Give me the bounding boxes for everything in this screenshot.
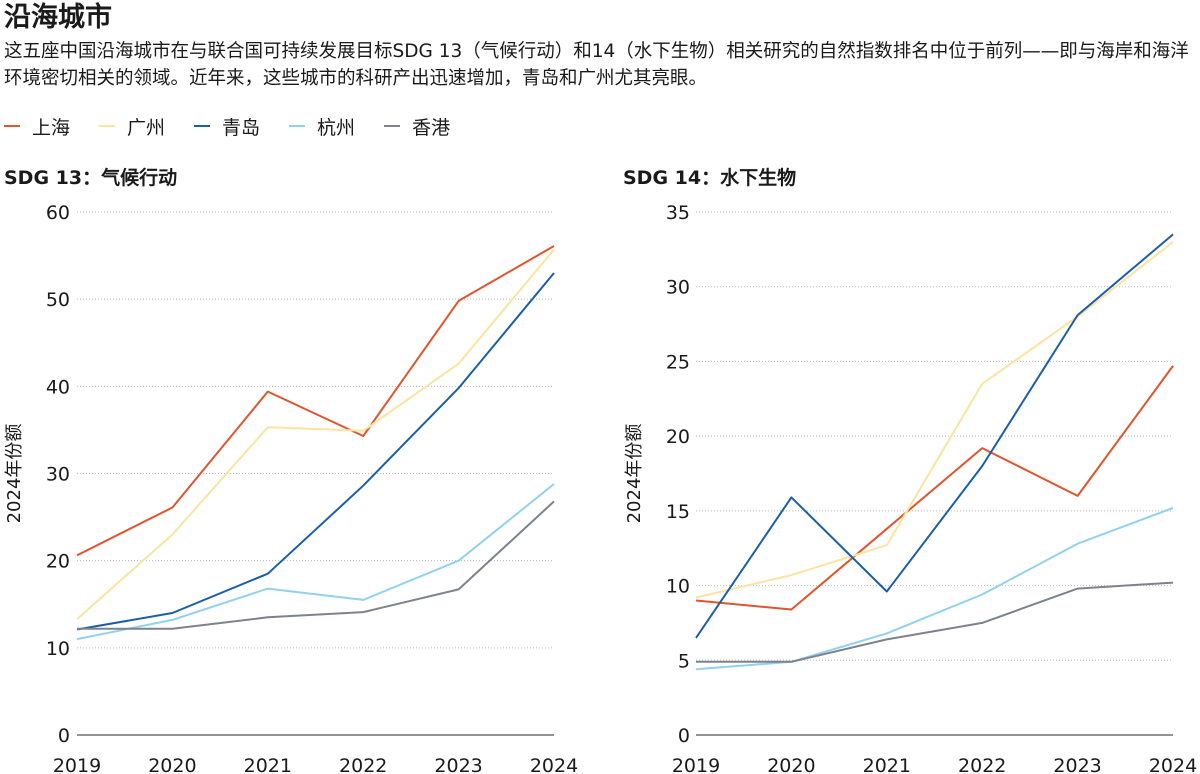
legend: 上海 广州 青岛 杭州 香港 xyxy=(4,112,479,140)
legend-swatch xyxy=(384,125,401,127)
legend-label: 广州 xyxy=(127,116,166,139)
y-axis-label: 2024年份额 xyxy=(624,424,645,524)
legend-label: 青岛 xyxy=(222,116,261,139)
x-tick-label: 2021 xyxy=(863,755,911,774)
legend-item: 青岛 xyxy=(194,113,260,140)
x-tick-label: 2019 xyxy=(672,755,720,774)
y-tick-label: 25 xyxy=(666,351,690,373)
y-axis-label: 2024年份额 xyxy=(4,424,25,524)
legend-item: 香港 xyxy=(384,113,450,140)
x-tick-label: 2024 xyxy=(530,755,578,774)
x-tick-label: 2023 xyxy=(434,755,482,774)
series-line xyxy=(76,248,555,620)
y-tick-label: 60 xyxy=(46,202,70,224)
series-line xyxy=(695,241,1174,599)
x-tick-label: 2021 xyxy=(244,755,292,774)
legend-item: 广州 xyxy=(99,113,165,140)
y-tick-label: 15 xyxy=(666,501,690,523)
series-line xyxy=(695,365,1174,611)
series-line xyxy=(695,506,1174,671)
page-title: 沿海城市 xyxy=(4,2,112,33)
y-tick-label: 35 xyxy=(666,202,690,224)
legend-label: 香港 xyxy=(412,116,451,139)
y-tick-label: 20 xyxy=(666,426,690,448)
series-line xyxy=(696,581,1174,663)
x-tick-label: 2022 xyxy=(339,755,387,774)
series-line xyxy=(76,483,555,641)
series-line xyxy=(77,500,555,630)
x-tick-label: 2019 xyxy=(53,755,101,774)
legend-swatch xyxy=(194,125,211,127)
legend-item: 杭州 xyxy=(289,113,355,140)
y-tick-label: 0 xyxy=(58,725,70,747)
legend-swatch xyxy=(289,125,306,127)
chart-title: SDG 13：气候行动 xyxy=(4,166,177,189)
y-tick-label: 20 xyxy=(46,551,70,573)
x-tick-label: 2020 xyxy=(148,755,196,774)
page-subtitle: 这五座中国沿海城市在与联合国可持续发展目标SDG 13（气候行动）和14（水下生… xyxy=(4,41,1189,89)
x-tick-label: 2024 xyxy=(1149,755,1197,774)
y-tick-label: 5 xyxy=(678,650,690,672)
y-tick-label: 30 xyxy=(666,277,690,299)
series-line xyxy=(76,272,555,631)
x-tick-label: 2022 xyxy=(958,755,1006,774)
series-line xyxy=(695,233,1174,639)
legend-swatch xyxy=(4,125,20,127)
legend-item: 上海 xyxy=(4,113,70,140)
x-tick-label: 2023 xyxy=(1053,755,1101,774)
y-tick-label: 50 xyxy=(46,289,70,311)
legend-swatch xyxy=(99,125,116,127)
x-tick-label: 2020 xyxy=(767,755,815,774)
chart-title: SDG 14：水下生物 xyxy=(623,166,796,189)
y-tick-label: 30 xyxy=(46,464,70,486)
legend-label: 上海 xyxy=(32,116,71,139)
y-tick-label: 0 xyxy=(678,725,690,747)
series-line xyxy=(76,245,555,557)
y-tick-label: 40 xyxy=(46,376,70,398)
y-tick-label: 10 xyxy=(46,638,70,660)
y-tick-label: 10 xyxy=(666,576,690,598)
legend-label: 杭州 xyxy=(317,116,356,139)
